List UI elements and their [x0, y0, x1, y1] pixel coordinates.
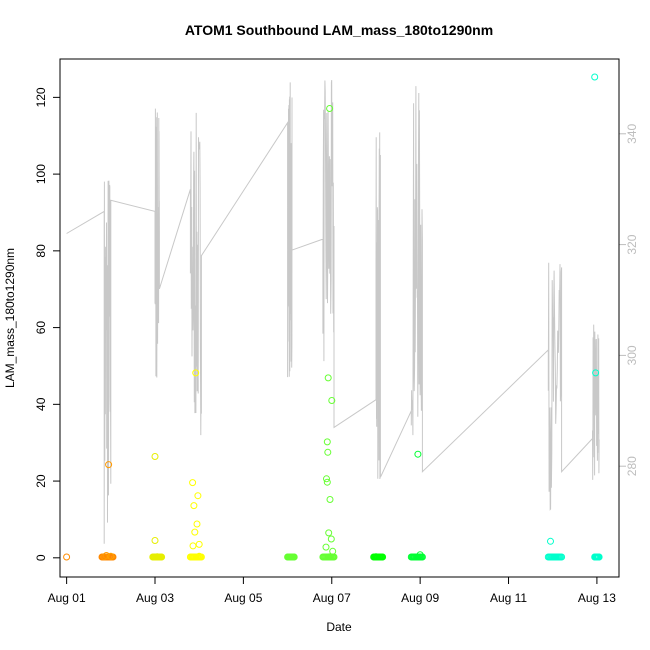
x-tick-label: Aug 09 — [401, 591, 439, 605]
data-point — [190, 502, 198, 510]
grey-line — [66, 80, 600, 544]
x-tick-label: Aug 07 — [313, 591, 351, 605]
data-point — [189, 479, 197, 487]
y-tick-label: 120 — [34, 87, 48, 107]
data-point — [324, 448, 332, 456]
x-tick-label: Aug 13 — [578, 591, 616, 605]
data-point — [193, 520, 201, 528]
data-point — [323, 478, 331, 486]
data-point — [592, 369, 600, 377]
x-tick-label: Aug 01 — [48, 591, 86, 605]
data-point — [191, 528, 199, 536]
y-tick-label: 100 — [34, 164, 48, 184]
data-point — [593, 553, 601, 561]
data-point — [547, 537, 554, 545]
y2-tick-label: 320 — [625, 234, 639, 254]
data-point — [290, 553, 298, 561]
y-tick-label: 40 — [34, 397, 48, 411]
y2-tick-label: 340 — [625, 123, 639, 143]
data-point — [595, 553, 603, 561]
data-point — [416, 551, 424, 559]
data-point — [323, 438, 331, 446]
data-point — [325, 529, 333, 537]
data-point — [418, 553, 426, 561]
data-point — [286, 553, 294, 561]
data-point — [63, 553, 71, 561]
x-axis-label: Date — [326, 620, 352, 634]
right-axis-line-series — [66, 80, 600, 544]
y-tick-label: 80 — [34, 244, 48, 258]
data-point — [324, 374, 332, 382]
data-point — [379, 553, 387, 561]
plot-frame — [59, 58, 620, 578]
data-point — [189, 542, 197, 550]
data-point — [158, 553, 166, 561]
data-point — [192, 369, 200, 377]
x-tick-label: Aug 03 — [136, 591, 174, 605]
y-axis-label: LAM_mass_180to1290nm — [3, 248, 17, 388]
y-tick-label: 60 — [34, 321, 48, 335]
y2-tick-label: 300 — [625, 345, 639, 365]
data-point — [591, 73, 599, 81]
data-point — [195, 552, 203, 560]
data-point — [326, 105, 334, 112]
data-point — [105, 461, 113, 469]
chart-title: ATOM1 Southbound LAM_mass_180to1290nm — [185, 22, 493, 38]
data-point — [194, 492, 202, 500]
x-tick-label: Aug 05 — [224, 591, 262, 605]
y2-tick-label: 280 — [625, 456, 639, 476]
y-tick-label: 0 — [34, 554, 48, 561]
data-point — [326, 553, 334, 561]
data-point — [153, 553, 161, 561]
data-point — [322, 543, 330, 551]
data-point — [151, 537, 159, 544]
axes: Aug 01 Aug 03 Aug 05 Aug 07 Aug 09 Aug 11 Aug … — [34, 87, 639, 605]
data-point — [558, 553, 566, 561]
data-point — [107, 552, 115, 560]
data-point — [327, 535, 335, 543]
data-point — [102, 552, 110, 559]
data-point — [414, 450, 422, 458]
data-point — [151, 453, 159, 460]
scatter-points — [63, 73, 603, 561]
data-point — [372, 553, 380, 561]
data-point — [326, 496, 334, 503]
data-point — [195, 540, 203, 548]
y-tick-label: 20 — [34, 474, 48, 488]
data-point — [329, 547, 337, 555]
x-tick-label: Aug 11 — [490, 591, 527, 605]
data-point — [328, 397, 336, 404]
data-point — [323, 475, 330, 483]
